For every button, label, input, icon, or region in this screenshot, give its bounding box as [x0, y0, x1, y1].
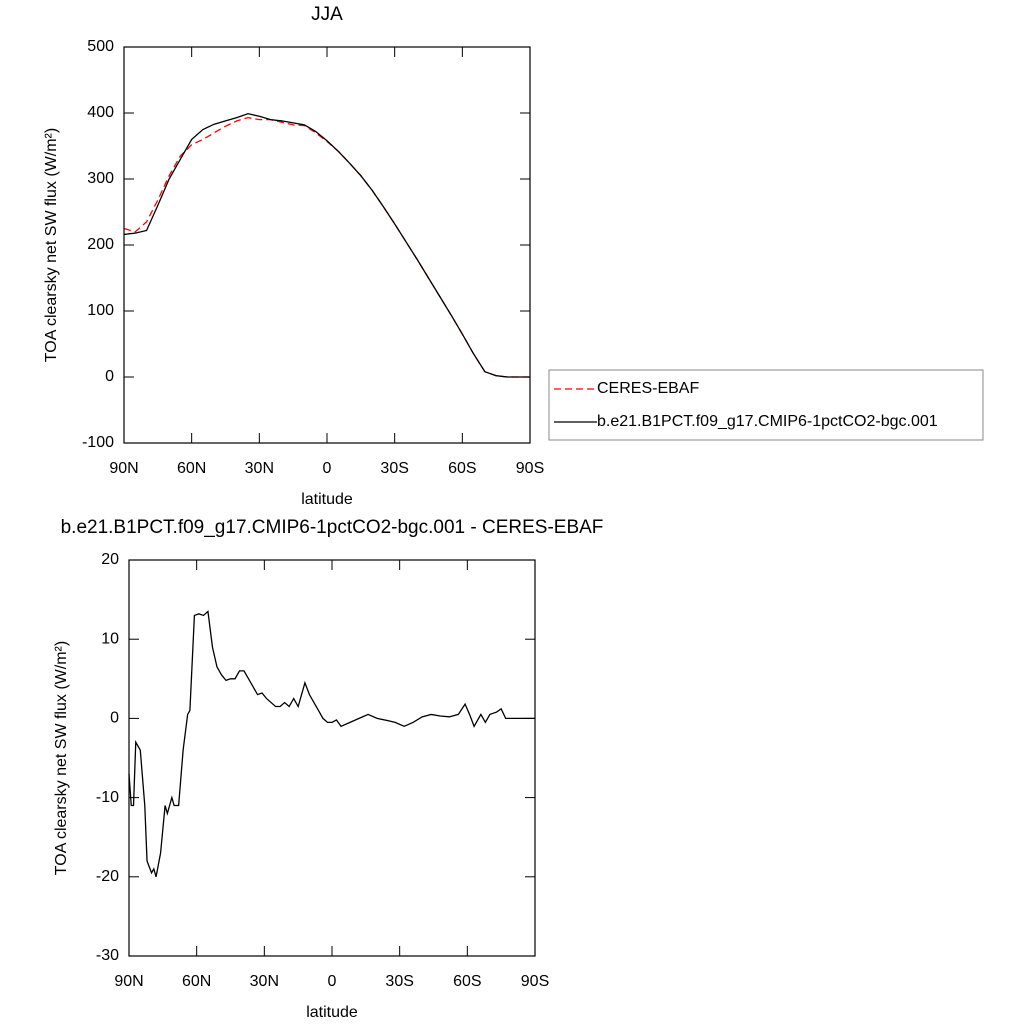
y-tick-label: 200	[87, 236, 114, 253]
data-line	[123, 116, 530, 378]
y-tick-label: 20	[101, 551, 119, 568]
y-tick-label: 400	[87, 104, 114, 121]
x-tick-label: 90S	[521, 973, 549, 990]
data-line	[123, 112, 530, 378]
x-tick-label: 90S	[516, 460, 544, 477]
x-tick-label: 0	[323, 460, 332, 477]
x-axis-label: latitude	[301, 491, 353, 508]
x-tick-label: 60N	[182, 973, 211, 990]
y-tick-label: 0	[110, 710, 119, 727]
y-tick-label: -20	[96, 868, 119, 885]
x-tick-label: 90N	[114, 973, 143, 990]
y-tick-label: 0	[105, 368, 114, 385]
y-tick-label: 300	[87, 170, 114, 187]
x-tick-label: 60N	[177, 460, 206, 477]
plot-frame	[123, 46, 531, 444]
plot-frame	[128, 559, 536, 957]
x-tick-label: 0	[328, 973, 337, 990]
x-tick-label: 30S	[385, 973, 413, 990]
x-axis-label: latitude	[306, 1004, 358, 1021]
x-tick-label: 30N	[250, 973, 279, 990]
y-tick-label: -100	[82, 434, 114, 451]
chart-title: b.e21.B1PCT.f09_g17.CMIP6-1pctCO2-bgc.00…	[61, 517, 604, 538]
legend-label: b.e21.B1PCT.f09_g17.CMIP6-1pctCO2-bgc.00…	[597, 413, 938, 430]
y-tick-label: 500	[87, 38, 114, 55]
x-tick-label: 60S	[448, 460, 476, 477]
x-tick-label: 30N	[245, 460, 274, 477]
chart-title: JJA	[311, 4, 343, 25]
y-tick-label: -10	[96, 789, 119, 806]
legend-box	[548, 369, 984, 441]
y-tick-label: 100	[87, 302, 114, 319]
y-axis-label: TOA clearsky net SW flux (W/m²)	[43, 128, 60, 362]
y-axis-label: TOA clearsky net SW flux (W/m²)	[53, 641, 70, 875]
data-line	[128, 610, 535, 877]
y-tick-label: 10	[101, 630, 119, 647]
x-tick-label: 90N	[109, 460, 138, 477]
legend-label: CERES-EBAF	[597, 380, 699, 397]
x-tick-label: 30S	[380, 460, 408, 477]
y-tick-label: -30	[96, 947, 119, 964]
x-tick-label: 60S	[453, 973, 481, 990]
